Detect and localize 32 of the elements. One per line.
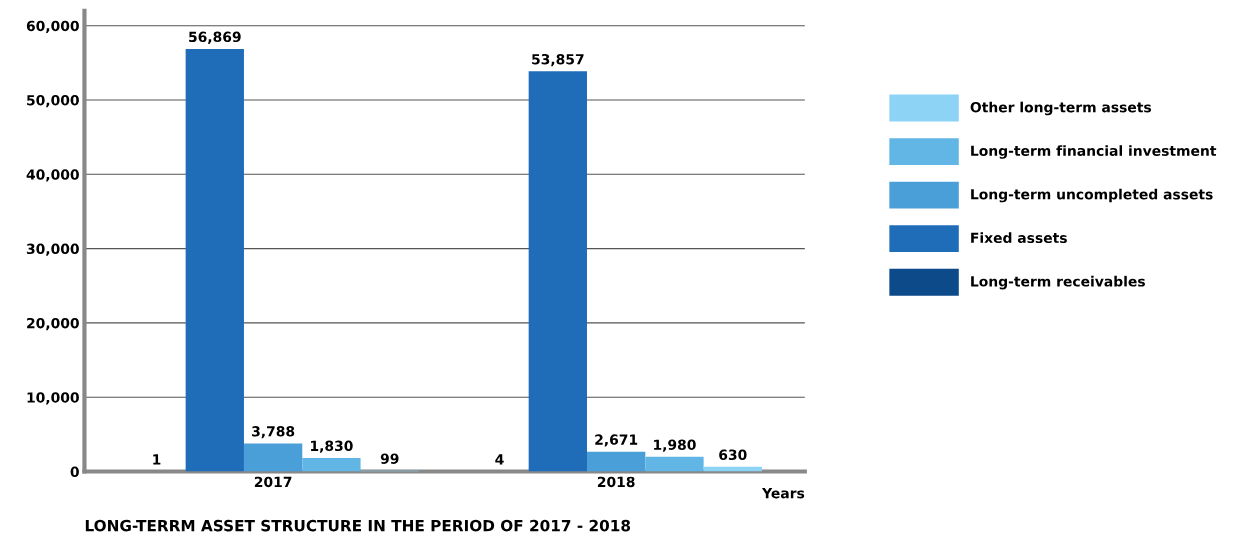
- data-label: 2,671: [595, 434, 638, 447]
- y-tick-label: 20,000: [27, 317, 79, 331]
- bar: [302, 457, 361, 472]
- y-tick-label: 50,000: [27, 94, 79, 108]
- data-label: 1,980: [654, 439, 696, 452]
- data-label: 53,857: [532, 53, 584, 67]
- x-tick-label: 2018: [597, 476, 635, 488]
- data-label: 1: [153, 454, 161, 465]
- y-tick-label: 30,000: [26, 243, 79, 256]
- y-tick-label: 10,000: [27, 392, 79, 405]
- legend-label: Long-term uncompleted assets: [971, 188, 1213, 203]
- data-label: 3,788: [252, 426, 295, 439]
- text: LONG-TERRM ASSET STRUCTURE IN THE PERIOD OF 2017 - 2018: [85, 519, 631, 532]
- legend-label: Fixed assets: [971, 232, 1067, 244]
- y-tick-label: 40,000: [26, 169, 79, 182]
- legend-label: Long-term financial investment: [971, 145, 1217, 159]
- y-tick-label: 0: [70, 466, 79, 478]
- data-label: 630: [719, 449, 747, 460]
- bar: [243, 443, 303, 472]
- bar: [528, 71, 587, 472]
- data-label: 1,830: [311, 440, 353, 453]
- x-axis-title: Years: [761, 488, 805, 499]
- bar: [586, 451, 646, 472]
- y-tick-label: 60,000: [26, 20, 79, 33]
- bar: [185, 48, 244, 472]
- bar: [645, 456, 704, 472]
- data-label: 99: [380, 453, 399, 464]
- x-tick-label: 2017: [254, 476, 292, 488]
- data-label: 4: [495, 454, 504, 465]
- data-label: 56,869: [189, 31, 241, 44]
- legend-label: Long-term receivables: [971, 275, 1145, 290]
- legend-label: Other long-term assets: [970, 101, 1152, 116]
